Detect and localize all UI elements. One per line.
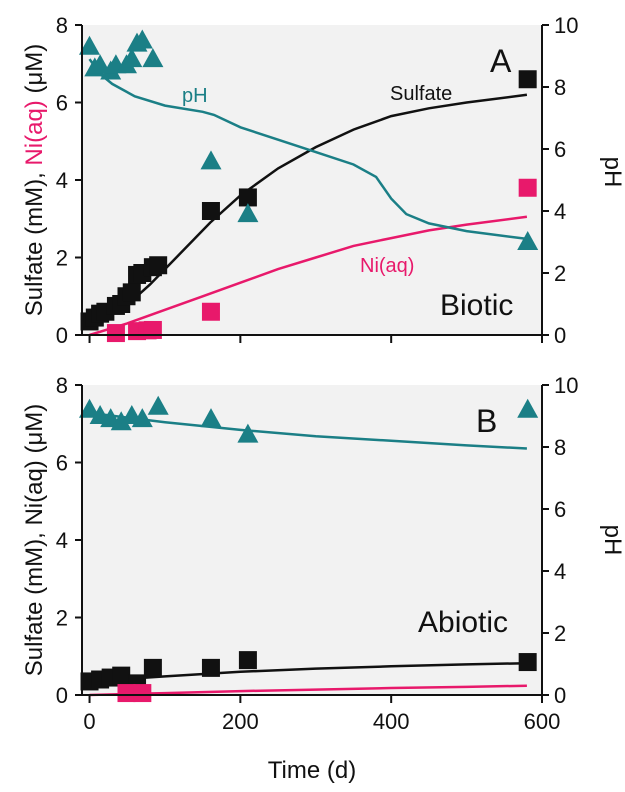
y-tick-label-right: 2 bbox=[554, 621, 566, 646]
marker-ph bbox=[110, 411, 132, 431]
panel-letter-a: A bbox=[490, 43, 512, 79]
marker-sulfate bbox=[112, 666, 131, 685]
y-axis-title-right-b: pH bbox=[599, 525, 625, 556]
y-tick-label-right: 4 bbox=[554, 559, 566, 584]
marker-ph bbox=[79, 398, 100, 418]
y-tick-label-left: 8 bbox=[56, 13, 68, 38]
panel-condition-b: Abiotic bbox=[418, 606, 508, 639]
y-tick-label-right: 8 bbox=[554, 435, 566, 460]
y-tick-label-right: 8 bbox=[554, 75, 566, 100]
marker-ph bbox=[237, 423, 259, 443]
marker-ph bbox=[142, 48, 164, 68]
y-tick-label-left: 0 bbox=[56, 323, 68, 348]
marker-ph bbox=[121, 48, 143, 68]
marker-ph bbox=[79, 35, 100, 55]
y-tick-label-left: 6 bbox=[56, 91, 68, 116]
marker-ph bbox=[131, 29, 153, 49]
data-points-a bbox=[79, 29, 539, 343]
marker-sulfate bbox=[143, 658, 162, 677]
marker-ph bbox=[200, 150, 222, 170]
marker-sulfate bbox=[122, 283, 141, 302]
marker-sulfate bbox=[201, 658, 220, 677]
marker-ph bbox=[517, 231, 539, 250]
marker-sulfate bbox=[201, 202, 220, 220]
marker-sulfate bbox=[518, 70, 537, 89]
x-tick-label: 600 bbox=[524, 709, 561, 734]
y-tick-label-left: 2 bbox=[56, 606, 68, 631]
marker-ph bbox=[517, 398, 539, 418]
y-tick-label-right: 4 bbox=[554, 199, 566, 224]
axes-a: 0 2 4 6 8 0 2 4 6 8 10 bbox=[56, 13, 579, 348]
y-tick-label-right: 0 bbox=[554, 683, 566, 708]
y-axis-title-left-b: Sulfate (mM), Ni(aq) (μM) bbox=[21, 404, 48, 677]
plot-area-a bbox=[82, 25, 542, 335]
y-axis-title-part-ni: Ni(aq) bbox=[21, 100, 48, 165]
marker-niaq bbox=[133, 684, 152, 703]
y-axis-title-left-a: Sulfate (mM), Ni(aq) (μM) bbox=[21, 44, 48, 317]
y-axis-title-part: Sulfate (mM), bbox=[21, 166, 48, 317]
x-tick-label: 400 bbox=[373, 709, 410, 734]
y-tick-label-left: 4 bbox=[56, 528, 68, 553]
fit-line-ph-a bbox=[88, 58, 528, 241]
y-tick-label-right: 6 bbox=[554, 497, 566, 522]
line-label-ph: pH bbox=[182, 85, 208, 107]
plot-area-b bbox=[82, 385, 542, 695]
fit-line-niaq-b bbox=[89, 684, 527, 697]
marker-ph bbox=[237, 203, 259, 223]
y-tick-label-right: 10 bbox=[554, 373, 578, 398]
x-tick-label: 200 bbox=[222, 709, 259, 734]
marker-sulfate bbox=[238, 651, 257, 670]
y-axis-title-right-a: pH bbox=[599, 157, 625, 188]
y-tick-label-left: 0 bbox=[56, 683, 68, 708]
y-axis-title-part: (μM) bbox=[21, 44, 48, 100]
x-axis-title: Time (d) bbox=[268, 757, 356, 784]
y-tick-label-right: 6 bbox=[554, 137, 566, 162]
y-tick-label-right: 2 bbox=[554, 261, 566, 286]
marker-ph bbox=[147, 395, 169, 415]
y-tick-label-right: 0 bbox=[554, 323, 566, 348]
y-tick-label-left: 2 bbox=[56, 246, 68, 271]
marker-ph bbox=[200, 408, 222, 428]
marker-niaq bbox=[117, 684, 136, 703]
marker-sulfate bbox=[518, 653, 537, 672]
marker-niaq bbox=[518, 178, 537, 197]
x-tick-label: 0 bbox=[83, 709, 95, 734]
data-points-b bbox=[79, 395, 539, 703]
y-tick-label-left: 4 bbox=[56, 168, 68, 193]
panel-condition-a: Biotic bbox=[440, 289, 513, 322]
marker-ph bbox=[89, 54, 111, 74]
y-tick-label-left: 8 bbox=[56, 373, 68, 398]
marker-niaq bbox=[143, 320, 162, 339]
y-tick-label-left: 6 bbox=[56, 451, 68, 476]
fit-line-niaq-a bbox=[89, 215, 528, 337]
marker-niaq bbox=[106, 324, 125, 343]
axes-b: 0 2 4 6 8 0 2 4 6 8 10 0 200 400 600 bbox=[56, 373, 579, 734]
y-tick-label-right: 10 bbox=[554, 13, 578, 38]
panel-letter-b: B bbox=[476, 403, 497, 439]
marker-sulfate bbox=[149, 256, 168, 275]
panel-b: 0 2 4 6 8 0 2 4 6 8 10 0 200 400 600 B Abiotic Sulfate… bbox=[21, 373, 625, 734]
line-label-ni: Ni(aq) bbox=[360, 255, 414, 277]
marker-sulfate bbox=[238, 188, 257, 207]
fit-line-sulfate-b bbox=[89, 661, 527, 683]
line-label-sulfate: Sulfate bbox=[390, 83, 452, 105]
marker-ph bbox=[131, 408, 153, 428]
marker-niaq bbox=[201, 302, 220, 321]
